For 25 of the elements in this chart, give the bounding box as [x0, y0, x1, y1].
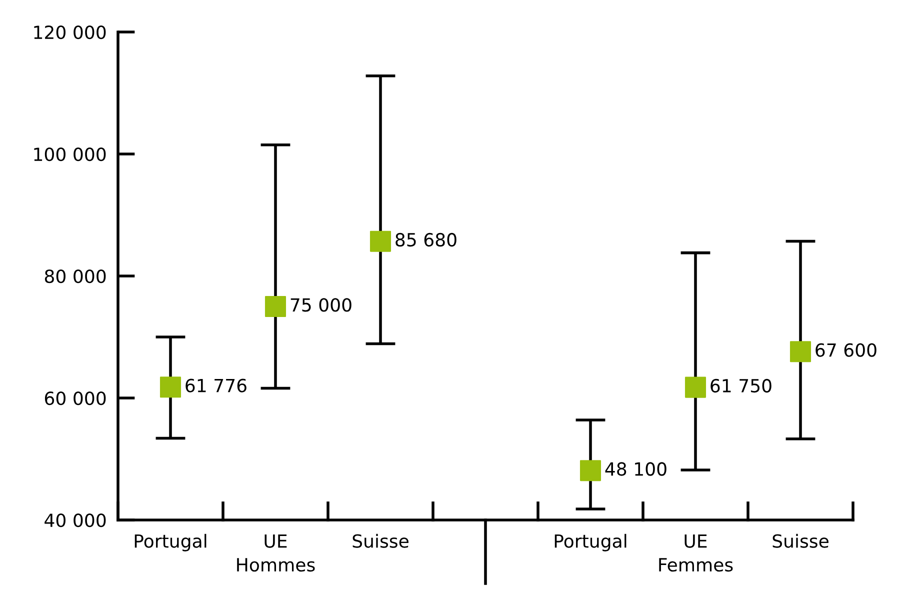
point [790, 341, 812, 362]
point [264, 296, 286, 318]
text: 67 600 [816, 343, 876, 357]
y-tick-label: 60 000 [44, 391, 106, 406]
y-tick-label: 100 000 [34, 147, 106, 162]
text: 75 000 [290, 298, 352, 312]
text: 61 776 [186, 378, 246, 392]
y-tick-label: 40 000 [44, 513, 106, 528]
x-tick-label: UE [264, 534, 287, 548]
point [370, 230, 392, 252]
x-tick-label: Suisse [772, 534, 828, 548]
x-tick-label: Portugal [134, 534, 206, 552]
text: 85 680 [396, 232, 456, 247]
y-tick-label: 120 000 [34, 25, 106, 40]
text: 61 750 [710, 378, 772, 393]
text: 48 100 [605, 462, 666, 476]
y-tick-label: 80 000 [44, 269, 106, 284]
x-tick-label: UE [684, 534, 707, 548]
text: Femmes [659, 558, 733, 572]
text: Hommes [237, 558, 315, 572]
x-tick-label: Portugal [554, 534, 626, 552]
point [160, 376, 182, 398]
point [684, 376, 706, 398]
point [580, 460, 602, 482]
x-tick-label: Suisse [352, 534, 408, 548]
